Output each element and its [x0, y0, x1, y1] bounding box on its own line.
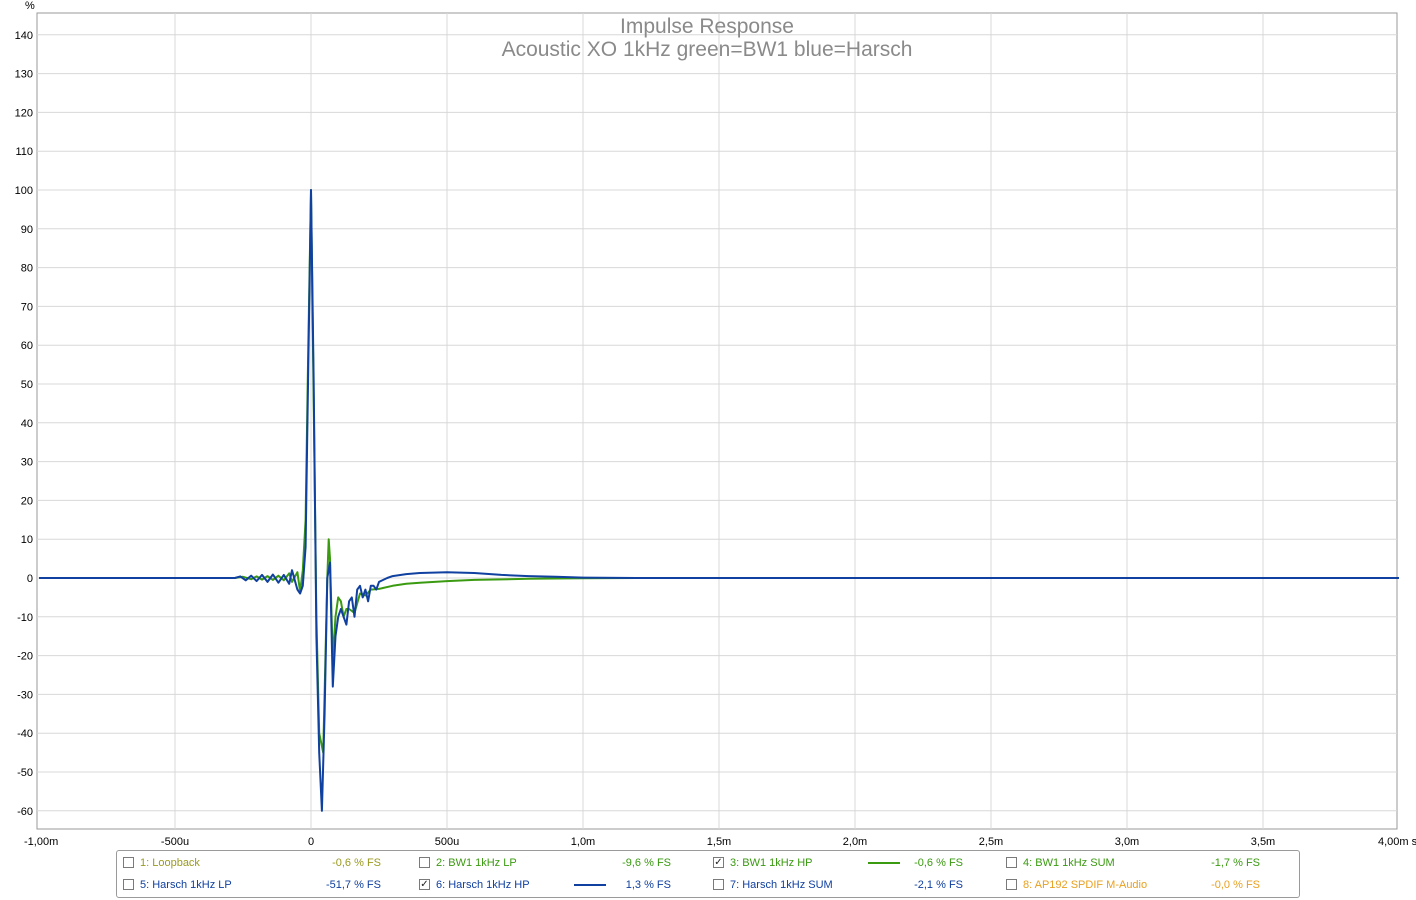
y-tick-label: -30 — [17, 689, 33, 701]
y-tick-label: 120 — [15, 107, 33, 119]
series-lines — [39, 189, 1399, 812]
y-tick-label: 140 — [15, 30, 33, 42]
legend-item[interactable]: 1: Loopback -0,6 % FS — [123, 856, 381, 872]
legend-value: -9,6 % FS — [622, 857, 671, 869]
legend-checkbox[interactable] — [123, 857, 134, 868]
y-tick-label: 70 — [21, 301, 33, 313]
legend-value: -1,7 % FS — [1211, 857, 1260, 869]
legend-label: 8: AP192 SPDIF M-Audio — [1023, 879, 1148, 891]
legend-value: -2,1 % FS — [914, 879, 963, 891]
chart-title: Impulse Response — [620, 15, 794, 38]
legend-item[interactable]: ✓ 3: BW1 1kHz HP -0,6 % FS — [713, 856, 963, 872]
legend-item[interactable]: 5: Harsch 1kHz LP -51,7 % FS — [123, 878, 381, 894]
legend-value: -0,0 % FS — [1211, 879, 1260, 891]
y-tick-label: 0 — [27, 573, 33, 585]
legend-label: 2: BW1 1kHz LP — [436, 857, 517, 869]
series-line-6-harsch-1khz-hp — [39, 189, 1399, 812]
y-axis-unit: % — [25, 0, 35, 12]
plot-area — [36, 12, 1398, 830]
chart-subtitle: Acoustic XO 1kHz green=BW1 blue=Harsch — [502, 38, 913, 61]
y-tick-label: -10 — [17, 612, 33, 624]
y-tick-labels: 1401301201101009080706050403020100-10-20… — [15, 30, 33, 818]
grid — [37, 13, 1397, 829]
legend-label: 3: BW1 1kHz HP — [730, 857, 813, 869]
y-tick-label: 90 — [21, 224, 33, 236]
y-tick-label: 100 — [15, 185, 33, 197]
legend-item[interactable]: ✓ 6: Harsch 1kHz HP 1,3 % FS — [419, 878, 671, 894]
legend-item[interactable]: 7: Harsch 1kHz SUM -2,1 % FS — [713, 878, 963, 894]
legend-value: -0,6 % FS — [332, 857, 381, 869]
x-tick-label: 0 — [308, 836, 314, 848]
y-tick-label: 80 — [21, 263, 33, 275]
x-tick-label: 1,5m — [707, 836, 731, 848]
legend-line-swatch — [574, 884, 606, 886]
legend-checkbox[interactable] — [1006, 879, 1017, 890]
legend-label: 6: Harsch 1kHz HP — [436, 879, 530, 891]
legend-item[interactable]: 4: BW1 1kHz SUM -1,7 % FS — [1006, 856, 1260, 872]
legend-checkbox[interactable] — [123, 879, 134, 890]
legend-checkbox[interactable] — [419, 857, 430, 868]
x-tick-label: 2,0m — [843, 836, 867, 848]
x-tick-label: -1,00m — [24, 836, 58, 848]
legend-checkbox[interactable]: ✓ — [419, 879, 430, 890]
y-tick-label: -60 — [17, 806, 33, 818]
x-tick-label: 1,0m — [571, 836, 595, 848]
series-line-3-bw1-1khz-hp — [39, 189, 1399, 754]
legend-value: 1,3 % FS — [625, 879, 671, 891]
y-tick-label: -50 — [17, 767, 33, 779]
y-tick-label: -20 — [17, 651, 33, 663]
legend-value: -0,6 % FS — [914, 857, 963, 869]
x-tick-label: 3,0m — [1115, 836, 1139, 848]
y-tick-label: 20 — [21, 495, 33, 507]
y-tick-label: -40 — [17, 728, 33, 740]
x-tick-label: 4,00m s — [1378, 836, 1416, 848]
legend: 1: Loopback -0,6 % FS 2: BW1 1kHz LP -9,6 %… — [116, 850, 1300, 898]
legend-line-swatch — [868, 862, 900, 864]
legend-label: 5: Harsch 1kHz LP — [140, 879, 232, 891]
x-tick-label: 2,5m — [979, 836, 1003, 848]
legend-item[interactable]: 2: BW1 1kHz LP -9,6 % FS — [419, 856, 671, 872]
x-tick-label: 3,5m — [1251, 836, 1275, 848]
legend-checkbox[interactable] — [1006, 857, 1017, 868]
y-tick-label: 40 — [21, 418, 33, 430]
legend-label: 7: Harsch 1kHz SUM — [730, 879, 833, 891]
y-tick-label: 60 — [21, 340, 33, 352]
x-tick-labels: -1,00m -500u 0 500u 1,0m 1,5m 2,0m 2,5m 3,0m 3,5m… — [24, 836, 1416, 848]
y-tick-label: 30 — [21, 457, 33, 469]
x-tick-label: 500u — [435, 836, 459, 848]
legend-label: 4: BW1 1kHz SUM — [1023, 857, 1115, 869]
legend-checkbox[interactable] — [713, 879, 724, 890]
legend-value: -51,7 % FS — [325, 879, 381, 891]
legend-label: 1: Loopback — [140, 857, 200, 869]
y-tick-label: 130 — [15, 69, 33, 81]
legend-item[interactable]: 8: AP192 SPDIF M-Audio -0,0 % FS — [1006, 878, 1260, 894]
y-tick-label: 110 — [15, 146, 33, 158]
y-tick-label: 50 — [21, 379, 33, 391]
x-tick-label: -500u — [161, 836, 189, 848]
legend-checkbox[interactable]: ✓ — [713, 857, 724, 868]
y-tick-label: 10 — [21, 534, 33, 546]
